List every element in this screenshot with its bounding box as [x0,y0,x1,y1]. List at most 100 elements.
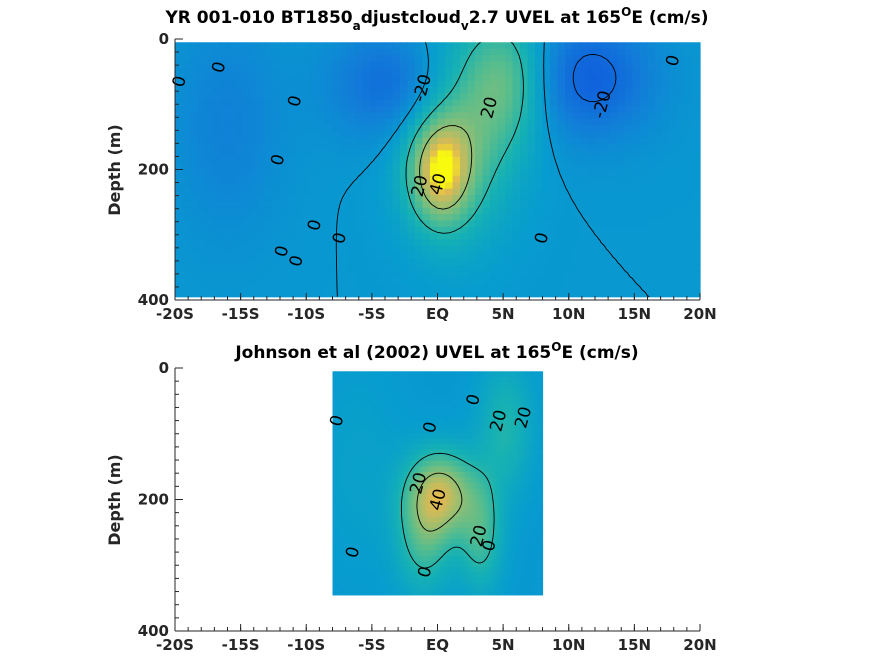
field-cell [476,583,481,590]
field-cell [512,86,521,94]
field-cell [325,42,334,50]
field-cell [383,477,388,484]
field-cell [365,494,370,501]
field-cell [475,277,484,285]
field-cell [385,61,394,69]
field-cell [407,421,412,428]
field-cell [580,264,589,272]
field-cell [512,80,521,88]
field-cell [572,150,581,158]
field-cell [332,550,337,557]
field-cell [430,156,439,164]
field-cell [580,105,589,113]
field-cell [212,169,221,177]
field-cell [473,416,478,423]
field-cell [415,163,424,171]
field-cell [410,443,415,451]
field-cell [482,220,491,228]
field-cell [205,239,214,247]
field-cell [182,74,191,82]
field-cell [647,252,656,260]
field-cell [368,589,373,596]
field-cell [610,201,619,209]
field-cell [197,156,206,164]
field-cell [587,105,596,113]
field-cell [377,550,382,557]
field-cell [347,544,352,551]
field-cell [340,182,349,190]
field-cell [344,511,349,518]
field-cell [461,544,466,551]
field-cell [455,388,460,395]
field-cell [404,460,409,467]
field-cell [389,393,394,400]
field-cell [610,188,619,196]
field-cell [677,61,686,69]
field-cell [392,388,397,395]
field-cell [670,80,679,88]
field-cell [338,421,343,428]
field-cell [362,169,371,177]
field-cell [565,137,574,145]
field-cell [344,455,349,462]
field-cell [473,516,478,523]
field-cell [401,578,406,585]
field-cell [317,284,326,291]
field-cell [497,105,506,113]
field-cell [415,226,424,234]
field-cell [640,175,649,183]
field-cell [175,54,184,62]
field-cell [512,74,521,82]
field-cell [490,48,499,56]
field-cell [467,239,476,247]
field-cell [662,188,671,196]
field-cell [385,214,394,221]
field-cell [449,477,454,484]
field-cell [280,233,289,241]
field-cell [407,488,412,495]
field-cell [482,566,487,574]
field-cell [542,42,551,50]
field-cell [287,239,296,247]
field-cell [407,290,416,298]
field-cell [205,54,214,62]
field-cell [452,589,457,596]
field-cell [374,550,379,557]
field-cell [458,561,463,568]
field-cell [685,233,694,241]
field-cell [250,105,259,113]
field-cell [392,258,401,266]
field-cell [446,388,451,395]
field-cell [455,522,460,529]
field-cell [670,163,679,171]
field-cell [385,86,394,94]
field-cell [235,137,244,145]
field-cell [265,42,274,50]
field-cell [398,505,403,512]
field-cell [280,105,289,113]
field-cell [265,258,274,266]
field-cell [377,477,382,484]
field-cell [389,516,394,523]
field-cell [368,393,373,400]
field-cell [338,544,343,551]
field-cell [400,207,409,215]
field-cell [557,150,566,158]
field-cell [280,74,289,82]
field-cell [325,105,334,113]
field-cell [467,438,472,445]
field-cell [353,483,358,490]
field-cell [550,220,559,228]
field-cell [350,578,355,585]
field-cell [370,264,379,272]
field-cell [479,376,484,384]
field-cell [280,54,289,62]
field-cell [467,290,476,298]
field-cell [655,61,664,69]
field-cell [602,48,611,56]
field-cell [404,399,409,406]
field-cell [392,42,401,50]
field-cell [272,169,281,177]
field-cell [302,169,311,177]
field-cell [392,118,401,126]
